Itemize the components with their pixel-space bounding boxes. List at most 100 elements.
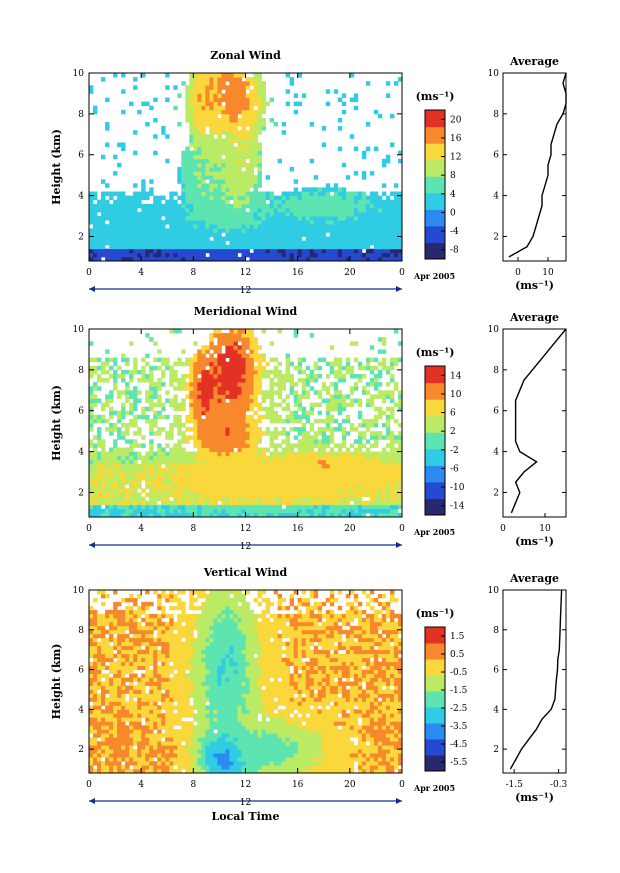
heatmap-cell [161,248,166,254]
heatmap-cell [145,508,150,514]
heatmap-cell [317,512,323,518]
y-tick-label: 4 [78,192,84,202]
heatmap-cell [97,677,102,682]
heatmap-cell [113,232,118,237]
heatmap-cell [277,496,282,502]
heatmap-cell [245,496,250,502]
heatmap-cell [385,390,391,395]
heatmap-cell [97,492,102,497]
heatmap-cell [225,496,230,502]
heatmap-cell [177,224,182,229]
heatmap-cell [169,248,174,254]
heatmap-cell [269,248,274,254]
heatmap-cell [213,130,218,135]
heatmap-cell [149,216,154,221]
heatmap-cell [209,386,214,391]
heatmap-cell [117,625,122,631]
heatmap-cell [345,252,351,258]
heatmap-cell [185,488,190,493]
heatmap-cell [105,212,110,217]
heatmap-cell [245,236,250,241]
heatmap-cell [289,256,294,262]
heatmap-cell [357,443,363,448]
heatmap-cell [201,244,206,250]
heatmap-cell [193,508,198,514]
heatmap-cell [245,109,250,115]
heatmap-cell [253,113,258,119]
heatmap-cell [89,195,94,201]
heatmap-cell [109,701,114,706]
heatmap-cell [301,435,307,440]
heatmap-cell [293,390,299,395]
y-tick-label: 8 [78,110,84,120]
heatmap-cell [309,410,315,416]
heatmap-cell [269,203,274,209]
heatmap-cell [125,252,130,258]
heatmap-cell [329,463,335,469]
heatmap-cell [245,134,250,139]
heatmap-cell [217,126,222,131]
heatmap-cell [109,753,114,758]
heatmap-cell [281,224,286,229]
heatmap-cell [113,73,118,78]
heatmap-cell [113,757,118,762]
heatmap-cell [213,512,218,518]
heatmap-cell [277,431,282,436]
average-y-tick-label: 10 [488,69,500,79]
heatmap-cell [349,459,355,465]
heatmap-cell [245,130,250,135]
heatmap-cell [97,713,102,718]
heatmap-cell [145,191,150,196]
heatmap-cell [237,492,242,497]
heatmap-cell [357,365,363,371]
average-x-tick-label: 0 [500,524,506,534]
heatmap-cell [121,645,126,651]
heatmap-cell [101,488,106,493]
heatmap-cell [205,81,210,86]
heatmap-cell [121,369,126,375]
heatmap-cell [385,435,391,440]
heatmap-cell [141,443,146,448]
heatmap-cell [117,390,122,395]
heatmap-cell [329,427,335,432]
heatmap-cell [173,451,178,457]
colorbar-tick-label: 0 [450,208,456,218]
heatmap-cell [285,500,290,506]
heatmap-cell [257,459,262,465]
heatmap-cell [197,158,202,164]
heatmap-cell [217,439,222,444]
heatmap-cell [369,195,375,201]
heatmap-cell [361,390,367,395]
heatmap-cell [153,386,158,391]
heatmap-cell [113,455,118,461]
heatmap-cell [249,122,254,127]
heatmap-cell [253,484,258,489]
heatmap-cell [301,187,307,192]
heatmap-cell [213,73,218,78]
heatmap-cell [381,423,387,428]
heatmap-cell [317,256,323,262]
heatmap-cell [301,369,307,375]
heatmap-cell [193,146,198,152]
x-tick-label: 16 [292,524,304,534]
heatmap-cell [185,183,190,188]
heatmap-cell [201,496,206,502]
heatmap-cell [317,252,323,258]
heatmap-cell [381,216,387,221]
heatmap-cell [309,476,315,481]
heatmap-cell [337,488,343,493]
heatmap-cell [261,484,266,489]
heatmap-cell [121,195,126,201]
heatmap-cell [394,504,399,510]
heatmap-cell [157,447,162,452]
heatmap-cell [273,410,278,416]
heatmap-cell [101,414,106,420]
heatmap-cell [125,216,130,221]
heatmap-cell [293,236,299,241]
heatmap-cell [337,224,343,229]
heatmap-cell [394,463,399,469]
heatmap-cell [213,101,218,107]
heatmap-cell [377,248,383,254]
average-profile-line [510,328,567,514]
heatmap-cell [89,761,94,766]
